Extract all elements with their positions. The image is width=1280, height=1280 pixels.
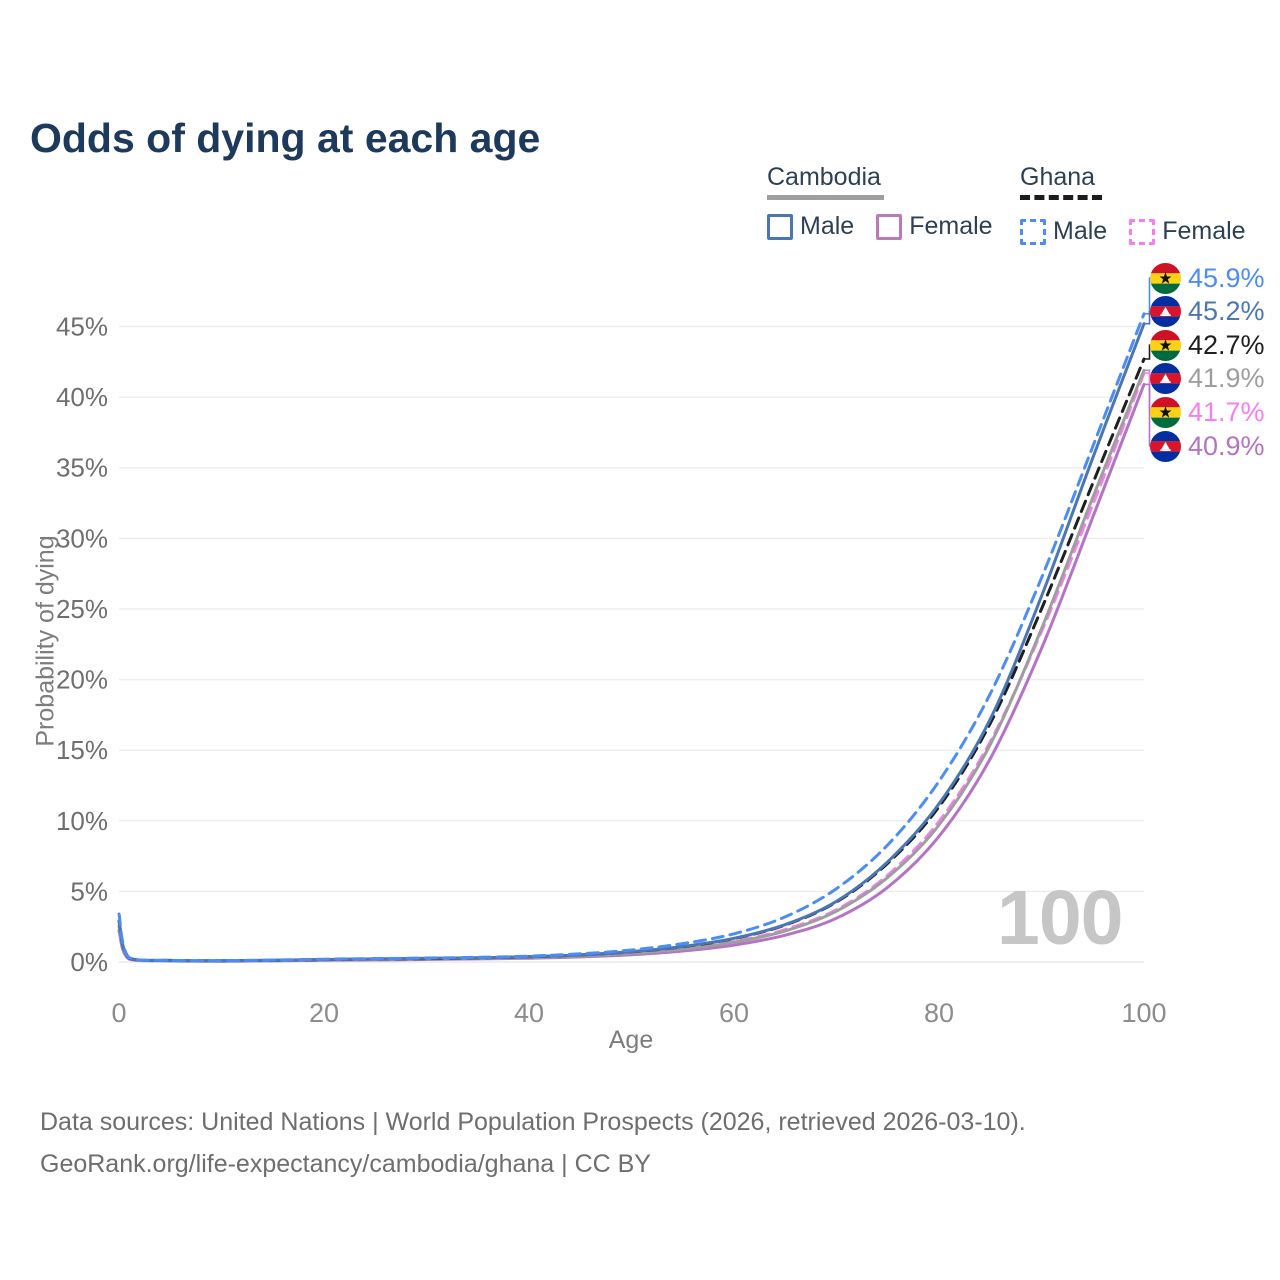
y-tick-label: 0% <box>70 947 108 977</box>
end-label-value: 45.9% <box>1188 262 1265 293</box>
x-tick-label: 20 <box>309 998 339 1028</box>
ghana-flag-icon <box>1150 396 1181 428</box>
legend-group-ghana: Ghana Male Female <box>1020 163 1246 246</box>
end-label-ghana-both: 42.7% <box>1150 329 1265 362</box>
end-label-cambodia-both: 41.9% <box>1150 362 1265 395</box>
y-tick-label: 10% <box>56 806 108 836</box>
y-tick-label: 15% <box>56 735 108 765</box>
ghana-line-style-swatch <box>1020 195 1102 205</box>
legend-ghana-female-label: Female <box>1162 217 1246 245</box>
footer-data-sources: Data sources: United Nations | World Pop… <box>40 1108 1026 1136</box>
line-cambodia-both <box>117 368 1146 963</box>
y-tick-label: 40% <box>56 382 108 412</box>
end-label-value: 41.9% <box>1188 363 1265 394</box>
ghana-female-swatch-icon <box>1129 218 1156 245</box>
cambodia-line-style-swatch <box>767 195 884 200</box>
legend-item-cambodia-female: Female <box>876 212 993 241</box>
x-axis-label: Age <box>608 1026 654 1054</box>
cambodia-female-swatch-icon <box>876 213 903 240</box>
legend-item-ghana-female: Female <box>1129 217 1246 246</box>
end-label-value: 45.2% <box>1188 296 1265 327</box>
legend-cambodia-label: Cambodia <box>767 163 881 191</box>
line-cambodia-female <box>117 382 1146 963</box>
y-tick-label: 25% <box>56 594 108 624</box>
y-tick-label: 30% <box>56 523 108 553</box>
x-tick-label: 60 <box>719 998 749 1028</box>
cambodia-male-swatch-icon <box>767 213 793 240</box>
end-label-cambodia-male: 45.2% <box>1150 295 1265 328</box>
cambodia-flag-icon <box>1150 296 1181 328</box>
end-label-ghana-male: 45.9% <box>1150 262 1265 295</box>
page-title: Odds of dying at each age <box>30 115 541 162</box>
x-tick-label: 80 <box>924 998 954 1028</box>
end-label-value: 41.7% <box>1188 396 1265 427</box>
y-tick-label: 5% <box>70 876 108 906</box>
y-tick-label: 35% <box>56 453 108 483</box>
legend-cambodia-male-label: Male <box>800 212 855 240</box>
legend-ghana-male-label: Male <box>1053 217 1108 245</box>
legend-group-cambodia: Cambodia Male Female <box>767 163 993 241</box>
x-tick-label: 0 <box>111 998 126 1028</box>
legend-item-cambodia-male: Male <box>767 212 854 241</box>
legend-item-ghana-male: Male <box>1020 217 1107 246</box>
y-tick-label: 45% <box>56 312 108 342</box>
cambodia-flag-icon <box>1150 430 1181 462</box>
legend-cambodia-female-label: Female <box>909 212 993 240</box>
line-ghana-both <box>117 357 1146 963</box>
end-label-cambodia-female: 40.9% <box>1150 430 1265 463</box>
line-ghana-male <box>117 312 1146 963</box>
cambodia-flag-icon <box>1150 363 1181 395</box>
age-counter-watermark: 100 <box>997 875 1123 961</box>
y-axis-label: Probability of dying <box>31 535 60 747</box>
x-tick-label: 40 <box>514 998 544 1028</box>
ghana-male-swatch-icon <box>1020 218 1046 245</box>
end-label-value: 40.9% <box>1188 430 1265 461</box>
end-label-ghana-female: 41.7% <box>1150 396 1265 429</box>
legend-ghana-label: Ghana <box>1020 163 1096 191</box>
ghana-flag-icon <box>1150 262 1181 294</box>
x-tick-label: 100 <box>1121 998 1166 1028</box>
line-cambodia-male <box>117 322 1146 963</box>
y-tick-label: 20% <box>56 665 108 695</box>
footer-attribution: GeoRank.org/life-expectancy/cambodia/gha… <box>40 1150 651 1178</box>
ghana-flag-icon <box>1150 329 1181 361</box>
legend-cambodia-items: Male Female <box>767 212 993 241</box>
line-ghana-female <box>117 371 1146 963</box>
legend-ghana-items: Male Female <box>1020 217 1246 246</box>
end-label-value: 42.7% <box>1188 329 1265 360</box>
